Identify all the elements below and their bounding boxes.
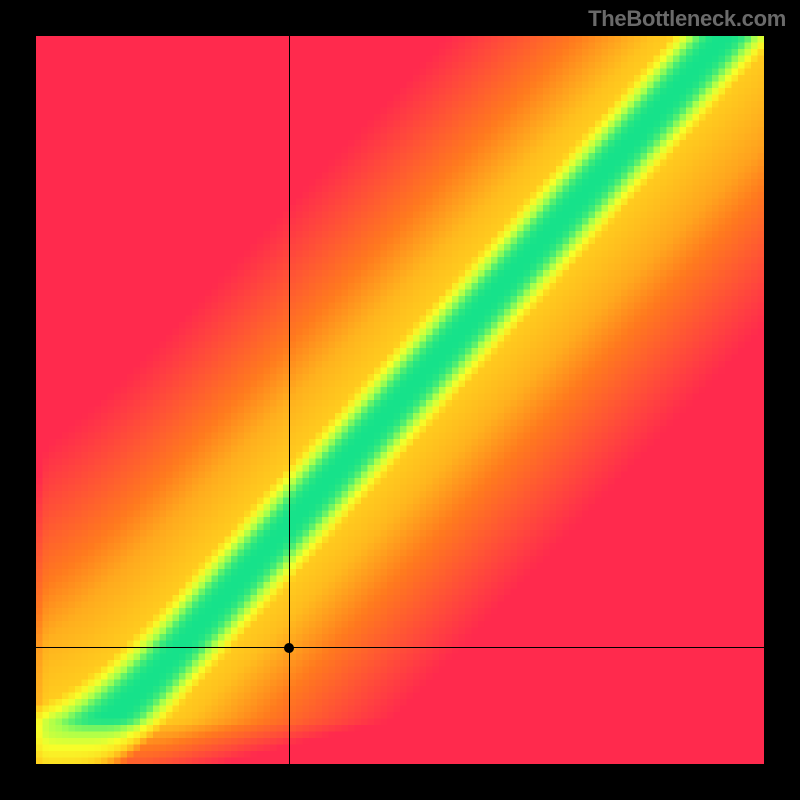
heatmap-canvas [36,36,764,764]
crosshair-horizontal [36,647,764,648]
watermark-text: TheBottleneck.com [588,6,786,32]
figure-root: TheBottleneck.com [0,0,800,800]
crosshair-vertical [289,36,290,764]
plot-area [36,36,764,764]
crosshair-marker [284,643,294,653]
